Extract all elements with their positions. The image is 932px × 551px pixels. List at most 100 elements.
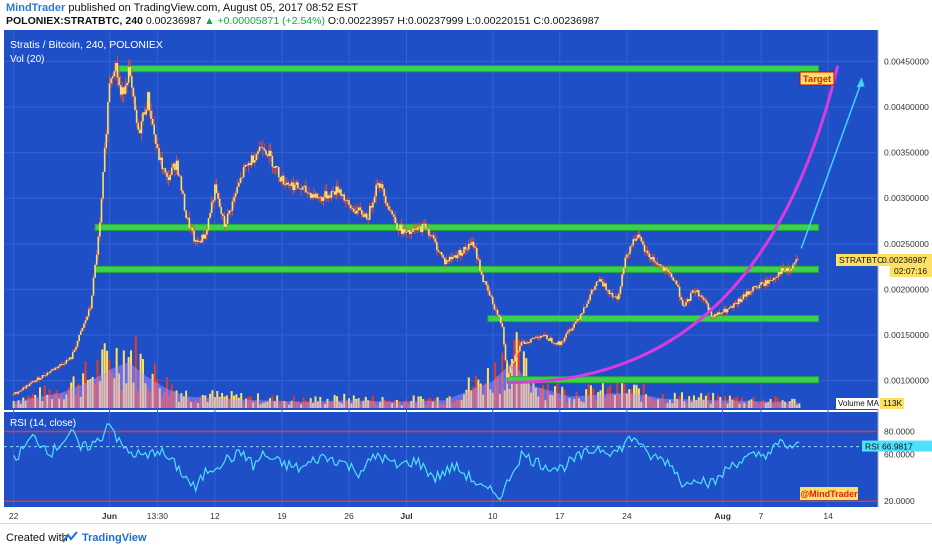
volume-bar [355,398,358,408]
volume-bar [324,403,327,408]
candle-body [185,210,187,219]
volume-bar [53,392,56,408]
volume-bar [46,394,49,408]
volume-bar [127,357,130,408]
volume-bar [731,399,734,408]
support-resistance-level [118,65,820,73]
candle-body [103,147,106,172]
candle-body [156,143,159,149]
volume-bar [716,395,719,408]
candle-body [327,195,330,199]
candle-body [397,229,400,231]
candle-body [24,387,26,389]
candle-body [552,342,555,344]
symbol-interval: POLONIEX:STRATBTC, 240 [6,15,143,27]
tradingview-logo-icon [62,531,78,543]
candle-body [434,238,437,242]
volume-bar [750,399,753,408]
volume-bar [245,398,248,408]
candle-body [252,155,255,163]
volume-bar [482,394,485,408]
candle-body [453,255,456,258]
volume-bar [331,401,334,408]
volume-bar [336,396,339,408]
candle-body [22,387,25,390]
candle-body [261,147,264,149]
candle-body [99,222,101,237]
ohlc-values: O:0.00223957 H:0.00237999 L:0.00220151 C… [327,15,600,27]
price-chart[interactable]: 0.00450000 0.00400000 0.00350000 0.00300000… [0,28,932,523]
candle-body [720,313,722,315]
candle-body [44,375,47,377]
candle-body [351,208,354,209]
candle-body [268,150,270,157]
volume-bar [288,404,291,408]
volume-bar [252,402,255,408]
tradingview-brand-link[interactable]: TradingView [82,532,147,544]
rsi-value-label: RSI [865,442,879,452]
candle-body [209,213,211,219]
volume-bar [283,401,286,408]
candle-body [642,241,644,245]
candle-body [621,274,623,287]
volume-bar [168,395,171,408]
candle-body [129,66,132,76]
candle-body [761,282,764,284]
candle-body [734,302,737,304]
candle-body [619,286,622,294]
candle-body [515,352,518,356]
candle-body [536,336,539,338]
volume-bar [352,395,355,408]
volume-bar [17,400,20,408]
volume-bar [391,403,394,408]
volume-bar [429,398,432,408]
time-tick-label: 24 [622,511,632,521]
candle-body [519,345,521,352]
candle-body [531,337,534,339]
volume-bar [132,382,135,408]
candle-body [736,302,738,305]
candle-body [796,259,799,261]
candle-body [464,246,467,250]
volume-bar [573,399,576,408]
candle-body [509,366,512,373]
volume-bar [690,401,693,408]
rsi-panel[interactable] [4,412,878,507]
candle-body [309,192,312,198]
volume-bar [628,389,631,408]
candle-body [364,213,366,217]
candle-body [244,165,247,167]
candle-body [346,200,349,201]
candle-body [504,344,507,361]
candle-body [747,291,750,295]
candle-body [626,254,628,258]
candle-body [752,286,754,292]
author-link[interactable]: MindTrader [6,2,66,14]
candle-body [356,210,358,214]
candle-body [298,188,301,190]
volume-bar [597,392,600,408]
volume-bar [175,390,178,408]
volume-bar [278,404,281,408]
volume-bar [518,339,521,408]
chart-title: Stratis / Bitcoin, 240, POLONIEX [10,39,163,51]
volume-bar [491,392,494,408]
volume-bar [515,332,518,408]
volume-bar [783,401,786,408]
volume-bar [460,399,463,408]
candle-body [265,150,267,155]
volume-bar [678,395,681,408]
volume-bar [165,377,168,408]
candle-body [340,189,342,196]
volume-bar [89,379,92,408]
last-price-value: 0.00236987 [145,15,202,27]
candle-body [367,218,369,220]
publish-line: MindTrader published on TradingView.com,… [6,2,358,14]
volume-bar [546,383,549,408]
candle-body [750,291,753,293]
volume-bar [640,401,643,408]
candle-body [728,307,730,310]
target-label: Target [799,71,835,86]
candle-body [667,269,670,273]
candle-body [437,250,440,252]
